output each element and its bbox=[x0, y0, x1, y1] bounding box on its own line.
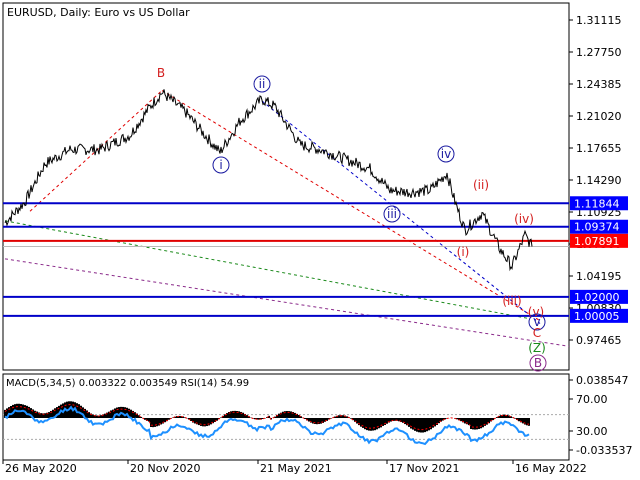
indicator-tick-label: 70.00 bbox=[576, 393, 608, 406]
date-axis: 26 May 2020 20 Nov 2020 21 May 2021 17 Nov … bbox=[2, 460, 587, 475]
price-tag-label: 1.09374 bbox=[574, 221, 620, 234]
price-tag-label: 1.00005 bbox=[574, 310, 620, 323]
price-tag-label: 1.07891 bbox=[574, 235, 620, 248]
price-tick-label: 1.04195 bbox=[576, 270, 622, 283]
wave-label: iii bbox=[387, 207, 397, 221]
indicator-tick-label: 30.00 bbox=[576, 425, 608, 438]
wave-label: iv bbox=[441, 147, 451, 161]
price-tick-label: 1.24385 bbox=[576, 78, 622, 91]
purple-trend-line bbox=[4, 258, 570, 347]
wave-circle bbox=[253, 75, 271, 93]
wave-label: C bbox=[533, 326, 541, 340]
symbol-title: EURUSD, Daily: Euro vs US Dollar bbox=[7, 6, 190, 19]
wave-circle bbox=[529, 354, 547, 372]
price-tag-label: 1.02000 bbox=[574, 291, 620, 304]
rsi-line bbox=[4, 405, 530, 446]
macd-signal-line bbox=[4, 404, 530, 431]
blue-trend-down bbox=[261, 100, 541, 324]
indicator-tick-label: 0.038547 bbox=[576, 374, 629, 387]
price-tag-box bbox=[570, 219, 628, 234]
price-tick-label: 1.17655 bbox=[576, 142, 622, 155]
wave-circle bbox=[437, 145, 455, 163]
green-trend-line bbox=[4, 220, 531, 320]
price-tag-label: 1.11844 bbox=[574, 197, 620, 210]
price-tag-box bbox=[570, 196, 628, 211]
horizontal-levels bbox=[3, 202, 569, 317]
date-tick-label: 21 May 2021 bbox=[260, 462, 332, 475]
price-line bbox=[4, 89, 533, 272]
date-tick-label: 16 May 2022 bbox=[515, 462, 587, 475]
wave-circle bbox=[528, 313, 546, 331]
trend-lines bbox=[4, 90, 570, 347]
wave-label: B bbox=[157, 66, 165, 80]
indicator-label: MACD(5,34,5) 0.003322 0.003549 RSI(14) 5… bbox=[6, 378, 249, 389]
price-tick-label: 1.21020 bbox=[576, 110, 622, 123]
wave-label: i bbox=[219, 158, 222, 172]
wave-circle bbox=[383, 205, 401, 223]
red-trend-down bbox=[161, 90, 541, 322]
indicator-panel bbox=[3, 401, 569, 446]
indicator-tick-label: -0.033537 bbox=[576, 444, 632, 457]
price-tag-box bbox=[570, 233, 628, 248]
date-tick-label: 20 Nov 2020 bbox=[130, 462, 200, 475]
price-tick-label: 0.97465 bbox=[576, 334, 622, 347]
wave-label: (i) bbox=[457, 245, 470, 259]
price-tick-label: 1.27750 bbox=[576, 46, 622, 59]
wave-label: v bbox=[533, 315, 540, 329]
wave-label: (Z) bbox=[528, 341, 546, 355]
wave-label: B bbox=[534, 356, 542, 370]
wave-label: ii bbox=[259, 77, 266, 91]
price-tag-box bbox=[570, 289, 628, 304]
date-tick-label: 17 Nov 2021 bbox=[389, 462, 459, 475]
indicator-frame bbox=[2, 373, 570, 461]
date-tick-label: 26 May 2020 bbox=[5, 462, 77, 475]
price-tick-label: 1.14290 bbox=[576, 174, 622, 187]
wave-label: (iv) bbox=[514, 212, 534, 226]
price-tick-label: 1.31115 bbox=[576, 14, 622, 27]
main-chart-frame bbox=[2, 2, 570, 371]
indicator-axis: 0.038547 70.00 30.00 -0.033537 bbox=[569, 374, 632, 457]
price-tag-box bbox=[570, 308, 628, 323]
wave-label: (ii) bbox=[473, 178, 489, 192]
wave-label: (iii) bbox=[502, 294, 521, 308]
wave-circle bbox=[212, 156, 230, 174]
